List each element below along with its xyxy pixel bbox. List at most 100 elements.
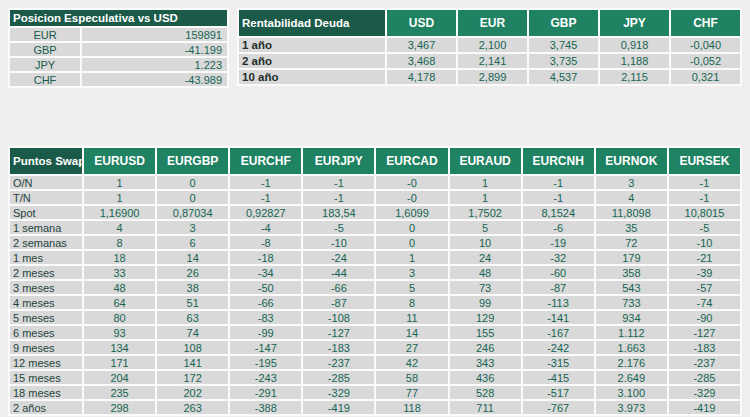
cell-value: -517	[523, 386, 594, 399]
row-label: T/N	[10, 191, 82, 204]
cell-value: 0,321	[671, 70, 740, 84]
cell-value: -6	[523, 221, 594, 234]
cell-value: 204	[84, 371, 155, 384]
cell-value: 5	[450, 221, 521, 234]
cell-value: -1	[230, 191, 301, 204]
cell-value: -66	[303, 281, 374, 294]
cell-value: -1	[523, 176, 594, 189]
cell-value: 26	[157, 266, 228, 279]
column-header-eurnok: EURNOK	[596, 148, 667, 174]
table-row: 1 año3,4672,1003,7450,918-0,040	[239, 38, 740, 52]
cell-value: -1	[230, 176, 301, 189]
cell-value: -18	[230, 251, 301, 264]
cell-value: -415	[523, 371, 594, 384]
cell-value: -183	[303, 341, 374, 354]
table-row: 9 meses134108-147-18327246-2421.663-183	[10, 341, 740, 354]
cell-value: -285	[669, 371, 740, 384]
cell-value: 80	[84, 311, 155, 324]
cell-value: 35	[596, 221, 667, 234]
cell-value: -24	[303, 251, 374, 264]
speculative-table-title: Posicion Especulativa vs USD	[10, 10, 227, 26]
column-header-jpy: JPY	[600, 10, 669, 36]
cell-value: -195	[230, 356, 301, 369]
cell-value: 14	[376, 326, 447, 339]
cell-value: -10	[669, 236, 740, 249]
speculative-position-table: Posicion Especulativa vs USD EUR159891 GB…	[8, 8, 229, 88]
cell-value: 155	[450, 326, 521, 339]
cell-value: -141	[523, 311, 594, 324]
cell-value: -4	[230, 221, 301, 234]
table-row: 4 meses6451-66-87899-113733-74	[10, 296, 740, 309]
table-row: 3 meses4838-50-66573-87543-57	[10, 281, 740, 294]
cell-value: 10,8015	[669, 206, 740, 219]
table-row: EUR159891	[10, 28, 227, 41]
cell-value: 58	[376, 371, 447, 384]
cell-value: 8	[376, 296, 447, 309]
cell-value: -237	[303, 356, 374, 369]
cell-value: -50	[230, 281, 301, 294]
cell-value: 27	[376, 341, 447, 354]
cell-value: 1.223	[82, 58, 227, 71]
row-label: 1 semana	[10, 221, 82, 234]
row-label: 3 meses	[10, 281, 82, 294]
cell-value: -8	[230, 236, 301, 249]
row-label: 10 año	[239, 70, 385, 84]
table-row: 6 meses9374-99-12714155-1671.112-127	[10, 326, 740, 339]
cell-value: 134	[84, 341, 155, 354]
cell-value: -99	[230, 326, 301, 339]
cell-value: -32	[523, 251, 594, 264]
cell-value: -113	[523, 296, 594, 309]
cell-value: 5	[376, 281, 447, 294]
cell-value: 3,467	[387, 38, 456, 52]
cell-value: -147	[230, 341, 301, 354]
row-label: 2 meses	[10, 266, 82, 279]
cell-value: 1,7502	[450, 206, 521, 219]
cell-value: -242	[523, 341, 594, 354]
cell-value: 73	[450, 281, 521, 294]
cell-value: 0	[376, 221, 447, 234]
column-header-euraud: EURAUD	[450, 148, 521, 174]
cell-value: 3.973	[596, 401, 667, 414]
row-label: 4 meses	[10, 296, 82, 309]
cell-value: -315	[523, 356, 594, 369]
row-label: 2 semanas	[10, 236, 82, 249]
table-row: 1 semana43-4-505-635-5	[10, 221, 740, 234]
cell-value: 3,745	[529, 38, 598, 52]
cell-value: 3,735	[529, 54, 598, 68]
row-label: 1 año	[239, 38, 385, 52]
cell-value: 2.176	[596, 356, 667, 369]
row-label: 2 año	[239, 54, 385, 68]
cell-value: 171	[84, 356, 155, 369]
table-row: 1 mes1814-18-24124-32179-21	[10, 251, 740, 264]
cell-value: 64	[84, 296, 155, 309]
column-header-eurcad: EURCAD	[376, 148, 447, 174]
cell-value: -41.199	[82, 43, 227, 56]
cell-value: 202	[157, 386, 228, 399]
column-header-usd: USD	[387, 10, 456, 36]
cell-value: -1	[669, 176, 740, 189]
cell-value: -21	[669, 251, 740, 264]
row-label: GBP	[10, 43, 80, 56]
swap-points-table: Puntos Swap EURUSDEURGBPEURCHFEURJPYEURC…	[8, 146, 742, 416]
cell-value: 179	[596, 251, 667, 264]
cell-value: -127	[669, 326, 740, 339]
cell-value: -183	[669, 341, 740, 354]
row-label: O/N	[10, 176, 82, 189]
cell-value: 51	[157, 296, 228, 309]
swap-table-title: Puntos Swap	[10, 148, 82, 174]
cell-value: 1	[376, 251, 447, 264]
cell-value: 298	[84, 401, 155, 414]
cell-value: 42	[376, 356, 447, 369]
cell-value: 18	[84, 251, 155, 264]
cell-value: -127	[303, 326, 374, 339]
cell-value: 2,899	[458, 70, 527, 84]
cell-value: -87	[523, 281, 594, 294]
cell-value: -5	[669, 221, 740, 234]
table-row: 2 semanas86-8-10010-1972-10	[10, 236, 740, 249]
cell-value: 159891	[82, 28, 227, 41]
table-row: CHF-43.989	[10, 73, 227, 86]
cell-value: -419	[303, 401, 374, 414]
table-row: 12 meses171141-195-23742343-3152.176-237	[10, 356, 740, 369]
cell-value: 235	[84, 386, 155, 399]
cell-value: 48	[84, 281, 155, 294]
